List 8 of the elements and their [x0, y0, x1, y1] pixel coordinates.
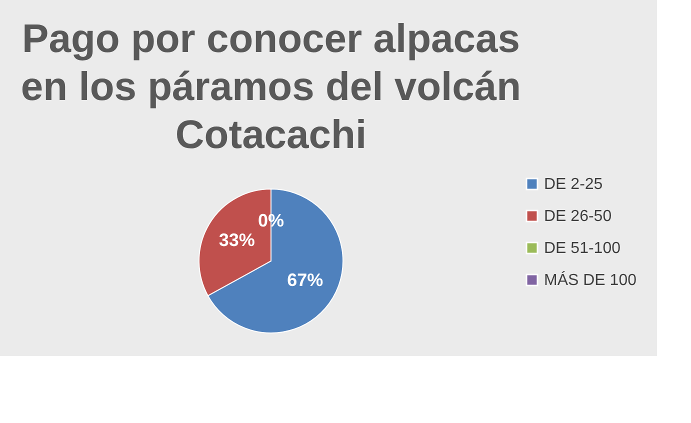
legend-label: DE 26-50: [544, 208, 612, 225]
text: 0%: [258, 210, 284, 230]
legend-label: MÁS DE 100: [544, 271, 637, 289]
data-label: 33%: [218, 230, 255, 250]
legend-label: DE 51-100: [544, 240, 621, 257]
chart-title: Pago por conocer alpacas en los páramos del volcán Cotacachi: [20, 17, 522, 157]
data-label: 67%: [287, 270, 324, 290]
legend-label: DE 2-25: [544, 176, 603, 193]
